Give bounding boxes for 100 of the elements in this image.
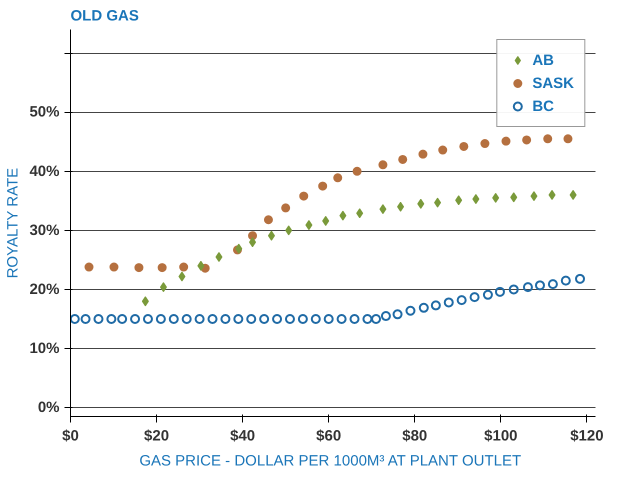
x-tick-label: $100 <box>484 428 518 444</box>
point <box>380 311 391 322</box>
point <box>156 314 166 324</box>
point <box>299 192 308 201</box>
point <box>482 290 493 300</box>
point <box>285 225 292 236</box>
point <box>109 262 118 272</box>
point <box>444 297 454 308</box>
point <box>392 309 403 320</box>
point <box>362 314 372 324</box>
point <box>434 198 442 208</box>
point <box>220 314 230 324</box>
point <box>470 292 480 302</box>
point <box>106 314 116 324</box>
point <box>575 274 586 284</box>
point <box>522 282 533 292</box>
point <box>352 166 362 176</box>
point <box>418 302 429 313</box>
point <box>215 252 222 262</box>
point <box>438 146 448 155</box>
point <box>93 314 104 324</box>
point <box>563 134 572 144</box>
point <box>548 279 558 290</box>
point <box>508 284 519 294</box>
legend-label: BC <box>532 98 554 114</box>
point <box>350 314 360 324</box>
point <box>492 192 500 203</box>
point <box>318 182 328 191</box>
point <box>158 263 167 272</box>
point <box>371 314 382 324</box>
point <box>194 314 205 324</box>
point <box>472 194 480 204</box>
x-tick-label: $40 <box>230 428 256 444</box>
point <box>418 150 428 159</box>
point <box>70 314 80 324</box>
point <box>264 215 273 224</box>
point <box>530 191 538 202</box>
point <box>378 160 388 170</box>
point <box>480 139 490 148</box>
point <box>456 295 467 306</box>
point <box>168 314 179 324</box>
y-tick-label: 20% <box>29 280 60 298</box>
point <box>379 204 386 214</box>
point <box>310 314 321 324</box>
point <box>339 210 346 221</box>
point <box>208 314 218 324</box>
y-tick-label: 10% <box>29 340 60 358</box>
point <box>178 271 186 282</box>
y-axis-title: ROYALTY RATE <box>4 168 22 278</box>
point <box>268 230 275 241</box>
point <box>397 202 404 212</box>
point <box>249 237 256 248</box>
point <box>117 314 128 324</box>
point <box>80 314 91 324</box>
point <box>405 306 416 316</box>
point <box>272 314 282 324</box>
point <box>134 263 144 272</box>
x-tick-label: $80 <box>402 428 428 444</box>
point <box>84 262 94 272</box>
point <box>160 282 167 292</box>
point <box>534 280 545 290</box>
point <box>197 260 204 271</box>
x-tick-label: $120 <box>570 428 604 444</box>
y-tick-label: 0% <box>38 399 60 416</box>
point <box>501 136 510 146</box>
point <box>356 208 364 218</box>
point <box>305 220 312 230</box>
point <box>142 296 149 306</box>
point <box>130 314 140 324</box>
point <box>182 314 192 324</box>
point <box>298 314 308 324</box>
point <box>235 244 242 254</box>
legend-label: AB <box>532 52 554 68</box>
x-tick-label: $20 <box>144 428 170 444</box>
point <box>455 195 462 206</box>
point <box>179 262 188 272</box>
y-tick-label: 30% <box>29 222 60 239</box>
chart-title: OLD GAS <box>70 8 139 24</box>
point <box>510 192 518 202</box>
point <box>281 203 290 212</box>
legend-label: SASK <box>532 74 574 92</box>
y-tick-label: 50% <box>29 104 60 121</box>
point <box>543 134 552 144</box>
point <box>246 314 256 324</box>
point <box>322 216 330 226</box>
x-tick-label: $0 <box>62 428 79 444</box>
point <box>233 314 244 324</box>
point <box>398 154 408 164</box>
point <box>570 190 577 200</box>
point <box>494 286 505 297</box>
x-tick-label: $60 <box>316 428 342 444</box>
point <box>560 276 571 286</box>
point <box>333 173 342 182</box>
point <box>459 142 468 151</box>
point <box>284 314 295 324</box>
point <box>324 314 334 324</box>
point <box>336 314 347 324</box>
point <box>430 300 441 310</box>
point <box>142 314 153 324</box>
y-tick-label: 40% <box>29 162 60 180</box>
